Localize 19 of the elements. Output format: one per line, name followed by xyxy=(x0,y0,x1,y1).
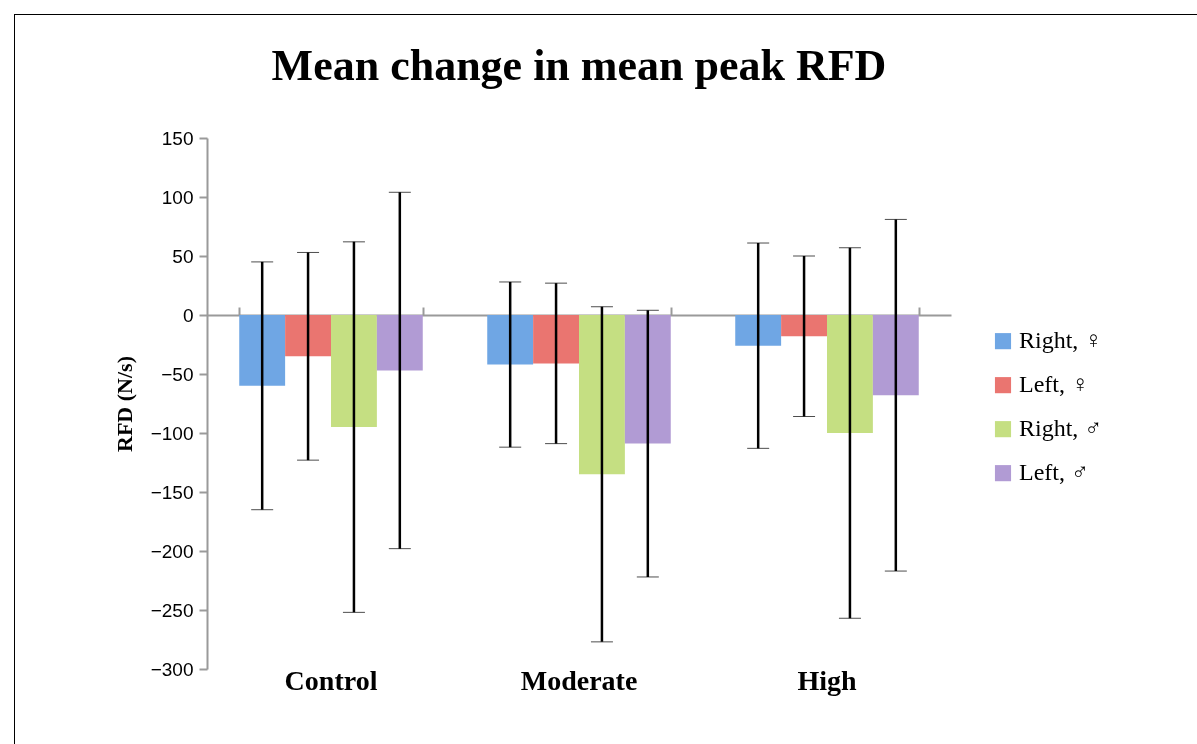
y-tick-label: 100 xyxy=(161,186,194,208)
y-tick-label: −150 xyxy=(150,481,194,503)
x-tick-label: Moderate xyxy=(520,664,638,696)
legend-label: Left, ♀ xyxy=(1019,371,1089,398)
y-tick-label: −50 xyxy=(161,363,194,385)
y-tick-label: 0 xyxy=(182,304,194,326)
legend-label: Right, ♂ xyxy=(1019,415,1103,442)
y-tick-label: 150 xyxy=(161,127,194,149)
y-tick-label: −200 xyxy=(150,540,194,562)
legend-label: Right, ♀ xyxy=(1019,327,1103,354)
chart-title: Mean change in mean peak RFD xyxy=(271,41,887,90)
y-tick-label: 50 xyxy=(172,245,194,267)
x-tick-label: Control xyxy=(284,664,378,696)
x-tick-label: High xyxy=(797,664,857,696)
y-tick-label: −300 xyxy=(150,658,194,680)
y-tick-label: −100 xyxy=(150,422,194,444)
legend-label: Left, ♂ xyxy=(1019,459,1089,486)
y-axis-title: RFD (N/s) xyxy=(111,356,137,452)
y-tick-label: −250 xyxy=(150,599,194,621)
